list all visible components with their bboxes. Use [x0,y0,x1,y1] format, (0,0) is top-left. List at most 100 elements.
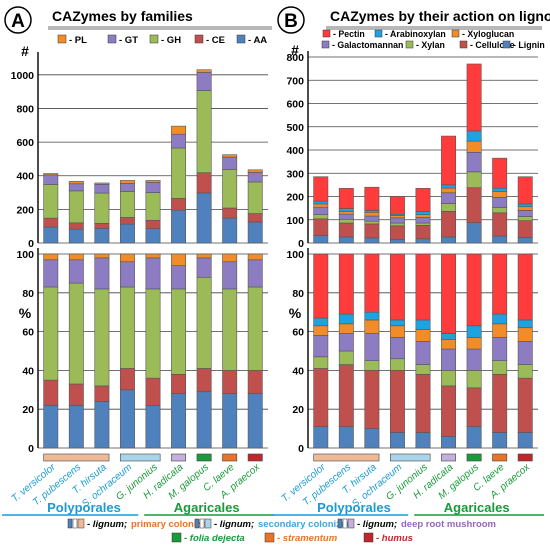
bar-pl [247,169,263,173]
tick-label: 60 [292,327,304,339]
bar-gt [145,257,161,290]
bar-arabinoxylan [466,130,482,142]
bar-lignin [415,432,431,449]
bar-xylan [364,360,380,371]
bar-lignin [415,238,431,244]
bar-gh [247,286,263,371]
legend-swatch-c [77,518,85,529]
bar-cellulose [492,373,508,433]
tick-label: 200 [286,192,304,204]
bar-arabinoxylan [517,203,533,208]
tick-label: 0 [298,238,304,250]
bar-lignin [441,436,457,449]
bar-pectin [492,253,508,315]
order-label-polyporales: Polyporales [47,500,121,515]
bar-pectin [466,63,482,132]
bar-gh [68,190,84,224]
bar-ce [119,368,135,391]
bar-gh [171,147,187,199]
legend-label: - Arabinoxylan [385,29,446,39]
bar-gt [119,183,135,192]
bar-xylan [313,356,329,369]
tick-label: 300 [286,168,304,180]
legend-label: - GT [119,35,138,46]
bar-xylan [389,358,405,371]
bar-pectin [517,176,533,205]
bar-gt [119,261,135,288]
legend-label: - PL [69,35,87,46]
bar-lignin [338,236,354,244]
tick-label: 700 [286,75,304,87]
bar-galactomannan [364,333,380,362]
legend-swatch [236,34,246,44]
bar-aa [119,223,135,244]
bar-xyloglucan [313,203,329,208]
bar-ce [247,370,263,394]
bar-lignin [466,222,482,244]
order-label-agaricales: Agaricales [174,500,240,515]
bar-xyloglucan [492,323,508,338]
bar-aa [171,393,187,449]
bar-xyloglucan [389,325,405,338]
bar-pl [68,253,84,261]
bar-arabinoxylan [313,317,329,327]
bar-xyloglucan [492,191,508,198]
bar-ce [222,370,238,394]
substrate-lignum-primary [313,453,380,462]
bar-pectin [415,188,431,212]
title-rule [48,26,272,30]
tick-label: 100 [286,215,304,227]
bar-xylan [441,370,457,387]
bar-xylan [389,222,405,227]
tick-label: 200 [16,204,34,216]
legend-lignum: - lignum; [87,519,127,530]
bar-gt [94,184,110,194]
bar-cellulose [389,370,405,433]
bar-ce [222,207,238,219]
bar-cellulose [466,187,482,223]
bar-lignin [338,426,354,449]
bar-pectin [338,253,354,315]
legend-swatch [374,29,383,38]
bar-arabinoxylan [517,319,533,329]
bar-pl [145,253,161,259]
panel-letter: B [284,11,298,32]
bar-xyloglucan [441,339,457,350]
bar-lignin [389,432,405,449]
bar-aa [43,226,59,244]
bar-galactomannan [364,215,380,222]
tick-label: 400 [286,145,304,157]
legend-swatch [171,532,182,543]
bar-gt [196,72,212,91]
bar-ce [196,172,212,194]
bar-gh [119,191,135,218]
bar-gt [247,172,263,183]
bar-arabinoxylan [466,325,482,338]
bar-arabinoxylan [492,187,508,192]
bar-galactomannan [389,217,405,224]
bar-pl [145,180,161,183]
bar-cellulose [364,370,380,429]
substrate-legend: - lignum; primary colonizer - lignum; secon… [67,518,496,544]
legend-swatch-b [199,518,205,529]
bar-cellulose [313,218,329,236]
bar-aa [222,393,238,449]
bar-xylan [441,203,457,212]
legend-swatch [451,29,460,38]
panel-letter-circle [4,6,32,34]
bar-gt [43,259,59,288]
bar-cellulose [415,373,431,433]
bar-gh [68,282,84,385]
panel-letter: A [11,11,25,32]
y-axis-label: % [289,305,302,321]
legend-swatch [459,40,468,49]
bar-cellulose [389,225,405,240]
bar-galactomannan [338,213,354,220]
bar-pectin [517,253,533,321]
substrate-stramentum [492,453,508,462]
bar-xyloglucan [415,214,431,218]
legend-swatch [322,29,331,38]
bar-aa [145,405,161,449]
